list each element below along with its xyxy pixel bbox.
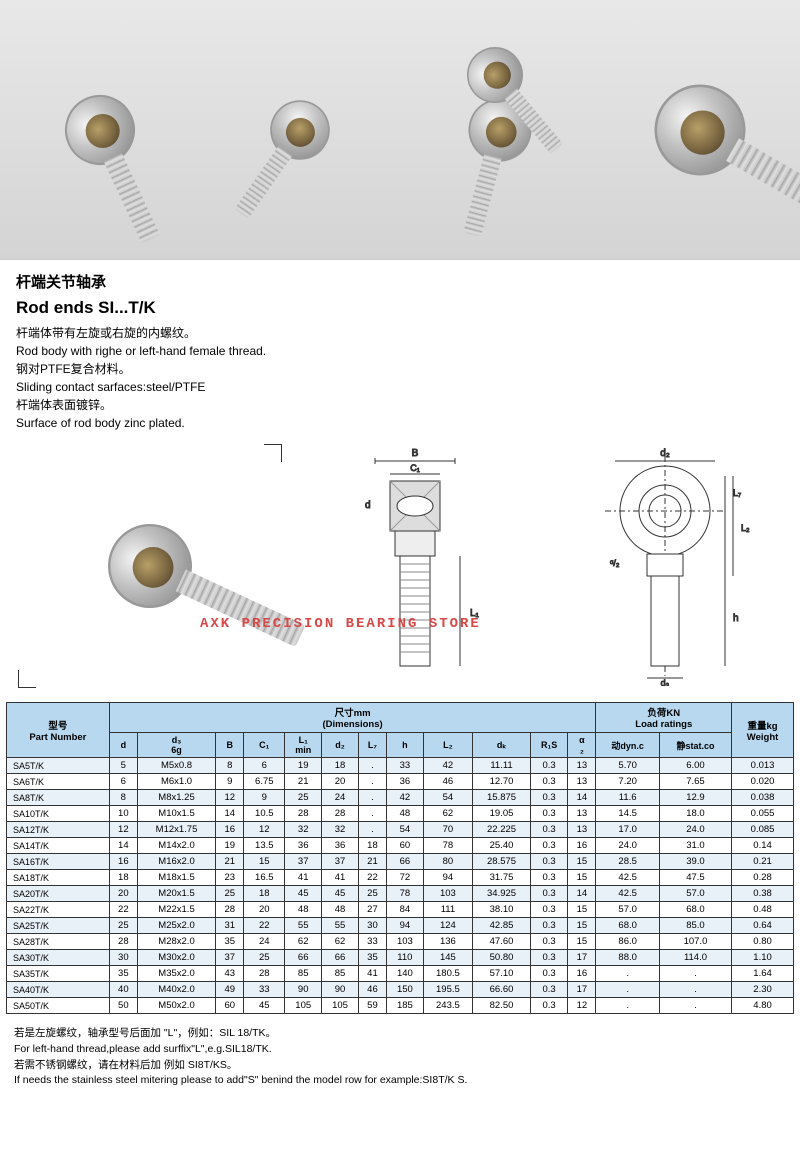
label-h: h [733,613,739,624]
table-row: SA16T/K16M16x2.02115373721668028.5750.31… [7,854,794,870]
table-row: SA6T/K6M6x1.096.752120.364612.700.3137.2… [7,774,794,790]
label-d: d [365,500,371,511]
label-a2: ᵅ/₂ [610,558,620,568]
product-photo-row [0,0,800,260]
desc-line: Rod body with righe or left-hand female … [16,342,784,360]
table-row: SA28T/K28M28x2.0352462623310313647.600.3… [7,934,794,950]
product-photo-2 [200,0,400,259]
label-C1: C₁ [410,463,420,473]
footnote-line: If needs the stainless steel mitering pl… [14,1073,786,1089]
table-row: SA8T/K8M8x1.251292524.425415.8750.31411.… [7,790,794,806]
desc-line: 钢对PTFE复合材料。 [16,360,784,378]
table-row: SA22T/K22M22x1.528204848278411138.100.31… [7,902,794,918]
table-row: SA30T/K30M30x2.0372566663511014550.800.3… [7,950,794,966]
table-row: SA25T/K25M25x2.031225555309412442.850.31… [7,918,794,934]
description-block: 杆端关节轴承 Rod ends SI...T/K 杆端体带有左旋或右旋的内螺纹。… [0,260,800,436]
table-row: SA18T/K18M18x1.52316.5414122729431.750.3… [7,870,794,886]
label-d3: d₃ [661,678,670,686]
product-photo-1 [0,0,200,259]
table-row: SA14T/K14M14x2.01913.5363618607825.400.3… [7,838,794,854]
footnote-line: 若需不锈钢螺纹，请在材料后加 例如 SI8T/KS。 [14,1058,786,1074]
spec-table: 型号 Part Number 尺寸mm (Dimensions) 负荷KN Lo… [6,702,794,1014]
table-row: SA35T/K35M35x2.04328858541140180.557.100… [7,966,794,982]
diagram-row: AXK PRECISION BEARING STORE B C₁ [0,436,800,696]
footnote-line: 若是左旋螺纹，轴承型号后面加 "L"，例如：SIL 18/TK。 [14,1026,786,1042]
table-row: SA20T/K20M20x1.525184545257810334.9250.3… [7,886,794,902]
table-row: SA40T/K40M40x2.04933909046150195.566.600… [7,982,794,998]
col-weight: 重量kg Weight [732,703,794,758]
diagram-section-view: B C₁ L₁ d [290,436,540,696]
col-load: 负荷KN Load ratings [596,703,732,733]
footnote-line: For left-hand thread,please add surffix"… [14,1042,786,1058]
footnotes: 若是左旋螺纹，轴承型号后面加 "L"，例如：SIL 18/TK。 For lef… [0,1018,800,1103]
spec-table-body: SA5T/K5M5x0.8861918.334211.110.3135.706.… [7,758,794,1014]
label-B: B [412,448,419,459]
table-row: SA10T/K10M10x1.51410.52828.486219.050.31… [7,806,794,822]
desc-line: Surface of rod body zinc plated. [16,414,784,432]
product-photo-3 [400,0,600,259]
product-photo-4 [600,0,800,259]
desc-line: 杆端体带有左旋或右旋的内螺纹。 [16,324,784,342]
diagram-photo [10,436,290,696]
col-dimensions: 尺寸mm (Dimensions) [109,703,596,733]
title-en: Rod ends SI...T/K [16,295,784,321]
desc-line: 杆端体表面镀锌。 [16,396,784,414]
spec-table-wrap: 型号 Part Number 尺寸mm (Dimensions) 负荷KN Lo… [0,696,800,1018]
label-L7: L₇ [733,488,741,498]
title-cn: 杆端关节轴承 [16,272,784,295]
diagram-front-view: d₂ L₇ L₂ h d₃ ᵅ/₂ [540,436,790,696]
table-row: SA5T/K5M5x0.8861918.334211.110.3135.706.… [7,758,794,774]
table-row: SA50T/K50M50x2.0604510510559185243.582.5… [7,998,794,1014]
watermark-text: AXK PRECISION BEARING STORE [200,616,481,632]
label-L2: L₂ [741,523,750,533]
desc-line: Sliding contact sarfaces:steel/PTFE [16,378,784,396]
table-subheader: d d₃ 6g B C₁ L₁ min d₂ L₇ h L₂ dₖ R₁S α … [7,733,794,758]
col-part: 型号 Part Number [7,703,110,758]
table-row: SA12T/K12M12x1.7516123232.547022.2250.31… [7,822,794,838]
